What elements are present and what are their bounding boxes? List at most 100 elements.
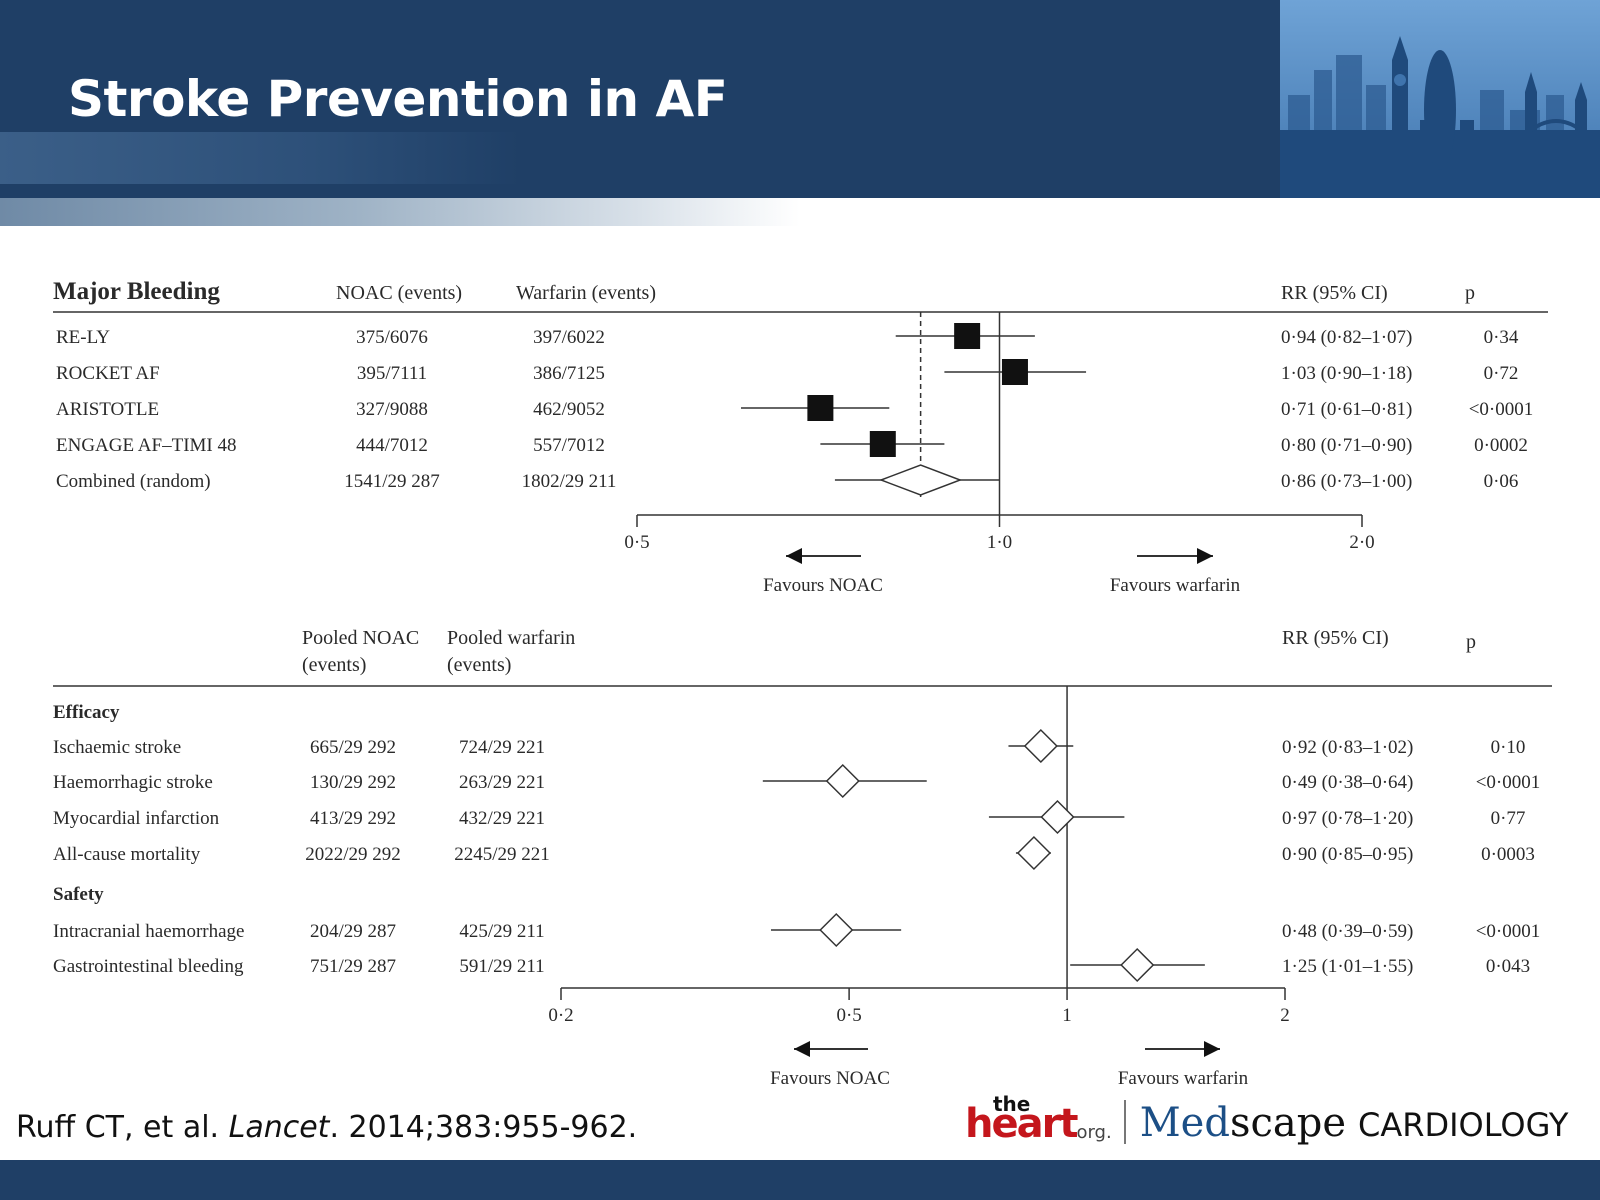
top-favours-warfarin: Favours warfarin [1110,575,1241,596]
top-row-diamond [879,464,963,496]
logo-med: Med [1139,1100,1230,1146]
slide-footer [0,1160,1600,1200]
top-row-noac: 327/9088 [356,399,428,420]
bottom-group-label: Safety [53,884,104,905]
bottom-favours-warfarin: Favours warfarin [1118,1068,1249,1089]
bottom-row-label: Myocardial infarction [53,808,220,829]
bottom-row-diamond [1023,728,1058,764]
bottom-row-noac: 751/29 287 [310,956,396,977]
col-header-pooled-noac: Pooled NOAC [302,627,419,649]
logo-org: org. [1076,1122,1112,1143]
bottom-row-noac: 2022/29 292 [305,844,401,865]
bottom-group-label: Efficacy [53,702,120,723]
top-row-warfarin: 462/9052 [533,399,605,420]
bottom-row-rr: 0·49 (0·38–0·64) [1282,772,1413,793]
top-row-warfarin: 557/7012 [533,435,605,456]
bottom-row-noac: 204/29 287 [310,921,396,942]
top-row-point [1001,359,1028,385]
bottom-row-p: 0·0003 [1481,844,1535,865]
col-header-pooled-noac-sub: (events) [302,654,366,676]
top-row-label: ENGAGE AF–TIMI 48 [56,435,237,456]
bottom-x-tick-label: 2 [1280,1005,1290,1026]
bottom-row-p: <0·0001 [1476,772,1541,793]
top-row-warfarin: 386/7125 [533,363,605,384]
bottom-row-rr: 1·25 (1·01–1·55) [1282,956,1413,977]
bottom-row-warfarin: 432/29 221 [459,808,545,829]
bottom-row-diamond [819,912,854,948]
major-bleeding-title: Major Bleeding [53,278,220,305]
top-row-p: <0·0001 [1469,399,1534,420]
bottom-x-tick-label: 0·2 [548,1005,573,1026]
bottom-row-warfarin: 2245/29 221 [454,844,550,865]
bottom-row-diamond [825,763,860,799]
col-header-pooled-warfarin-sub: (events) [447,654,511,676]
top-row-warfarin: 397/6022 [533,327,605,348]
top-row-p: 0·34 [1484,327,1519,348]
logo-cardiology: CARDIOLOGY [1358,1106,1569,1144]
col-header-rr: RR (95% CI) [1281,282,1388,304]
bottom-arrow-left-head [794,1041,810,1057]
col-header-warfarin: Warfarin (events) [516,282,656,304]
top-row-rr: 0·71 (0·61–0·81) [1281,399,1412,420]
header-gradient-strip [0,198,800,226]
bottom-row-rr: 0·48 (0·39–0·59) [1282,921,1413,942]
bottom-row-diamond [1040,799,1075,835]
bottom-row-rr: 0·97 (0·78–1·20) [1282,808,1413,829]
citation-rest: . 2014;383:955-962. [329,1110,638,1145]
bottom-favours-noac: Favours NOAC [770,1068,890,1089]
bottom-row-label: Haemorrhagic stroke [53,772,213,793]
bottom-row-rr: 0·90 (0·85–0·95) [1282,844,1413,865]
citation-author: Ruff CT, et al. [16,1110,229,1145]
top-row-warfarin: 1802/29 211 [522,471,617,492]
bottom-row-warfarin: 425/29 211 [459,921,544,942]
slide-header: Stroke Prevention in AF [0,0,1600,198]
bottom-row-diamond [1120,947,1155,983]
citation-journal: Lancet [228,1110,330,1145]
theheart-medscape-logo: the heart org. Med scape CARDIOLOGY [965,1092,1569,1146]
top-favours-noac: Favours NOAC [763,575,883,596]
logo-separator [1123,1100,1126,1144]
col-header-rr-bottom: RR (95% CI) [1282,627,1389,649]
bottom-row-warfarin: 591/29 211 [459,956,544,977]
col-header-p: p [1465,282,1475,304]
top-x-tick-label: 1·0 [987,532,1012,553]
london-skyline-icon [1280,0,1600,198]
top-row-rr: 0·86 (0·73–1·00) [1281,471,1412,492]
forest-plot-figure: Major Bleeding NOAC (events) Warfarin (eve… [53,278,1552,1089]
citation: Ruff CT, et al. Lancet. 2014;383:955-962… [16,1110,637,1145]
bottom-row-label: Ischaemic stroke [53,737,181,758]
bottom-row-diamond [1016,835,1051,871]
top-x-tick-label: 0·5 [624,532,649,553]
bottom-row-p: 0·043 [1486,956,1530,977]
bottom-row-warfarin: 263/29 221 [459,772,545,793]
bottom-row-label: Gastrointestinal bleeding [53,956,244,977]
top-row-p: 0·0002 [1474,435,1528,456]
top-row-noac: 1541/29 287 [344,471,440,492]
slide-title: Stroke Prevention in AF [68,70,728,128]
logo-the: the [993,1092,1031,1116]
bottom-row-p: 0·77 [1491,808,1526,829]
top-row-rr: 0·80 (0·71–0·90) [1281,435,1412,456]
top-arrow-left-head [786,548,802,564]
top-row-point [807,395,834,421]
top-row-point [869,431,896,457]
col-header-p-bottom: p [1466,631,1476,653]
bottom-row-noac: 665/29 292 [310,737,396,758]
logo-scape: scape [1229,1100,1346,1146]
col-header-pooled-warfarin: Pooled warfarin [447,627,575,649]
top-row-noac: 444/7012 [356,435,428,456]
top-row-rr: 0·94 (0·82–1·07) [1281,327,1412,348]
top-row-noac: 375/6076 [356,327,428,348]
bottom-row-warfarin: 724/29 221 [459,737,545,758]
top-x-tick-label: 2·0 [1349,532,1374,553]
col-header-noac: NOAC (events) [336,282,462,304]
bottom-x-tick-label: 1 [1062,1005,1072,1026]
top-row-label: RE-LY [56,327,110,348]
bottom-row-rr: 0·92 (0·83–1·02) [1282,737,1413,758]
bottom-arrow-right-head [1204,1041,1220,1057]
bottom-x-tick-label: 0·5 [836,1005,861,1026]
top-row-p: 0·06 [1484,471,1519,492]
top-row-point [954,323,981,349]
bottom-row-p: <0·0001 [1476,921,1541,942]
top-row-noac: 395/7111 [357,363,427,384]
